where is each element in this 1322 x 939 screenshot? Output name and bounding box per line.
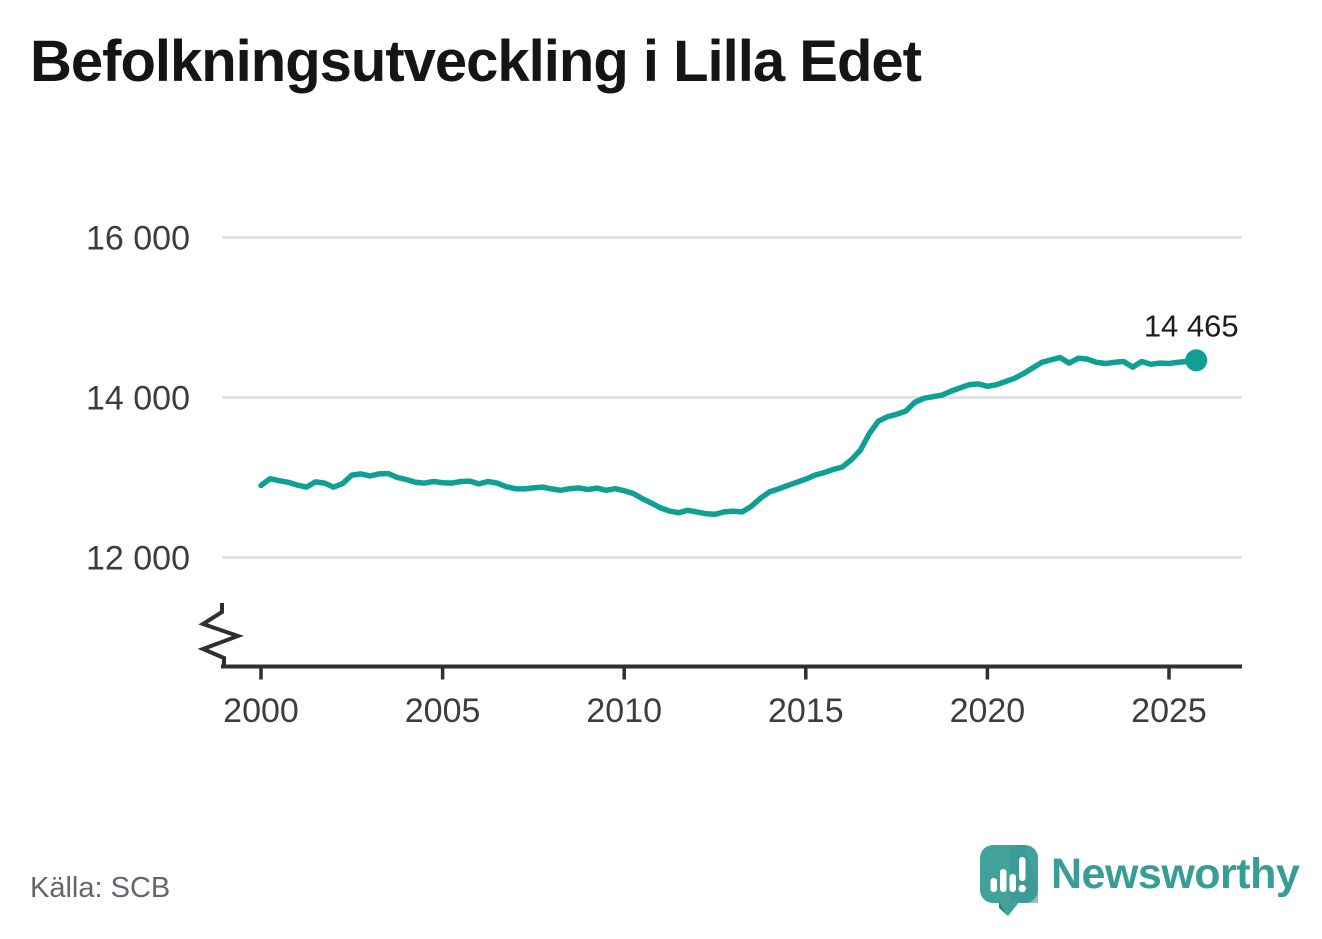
x-tick-label-5: 2025 [1131,692,1207,730]
series-end-value-label: 14 465 [1144,308,1239,343]
population-series-line [258,354,1199,518]
newsworthy-logo-icon [980,845,1038,916]
y-tick-label-0: 12 000 [86,540,190,578]
y-tick-label-2: 16 000 [86,220,190,258]
newsworthy-logo-text: Newsworthy [1051,850,1300,898]
y-axis-labels: 12 000 14 000 16 000 [86,220,190,578]
x-axis-tick-labels: 2000 2005 2010 2015 2020 2025 [223,692,1207,730]
x-tick-label-1: 2005 [405,692,481,730]
chart-title: Befolkningsutveckling i Lilla Edet [30,29,922,94]
y-axis-break-icon [197,603,244,666]
x-tick-label-2: 2010 [586,692,662,730]
newsworthy-logo: Newsworthy [980,845,1300,917]
gridlines [222,236,1242,559]
x-tick-label-4: 2020 [950,692,1026,730]
series-end-point [1185,349,1208,372]
x-axis-ticks [259,668,1171,680]
x-tick-label-0: 2000 [223,692,299,730]
y-tick-label-1: 14 000 [86,380,190,418]
source-label: Källa: SCB [30,872,171,904]
x-tick-label-3: 2015 [768,692,844,730]
